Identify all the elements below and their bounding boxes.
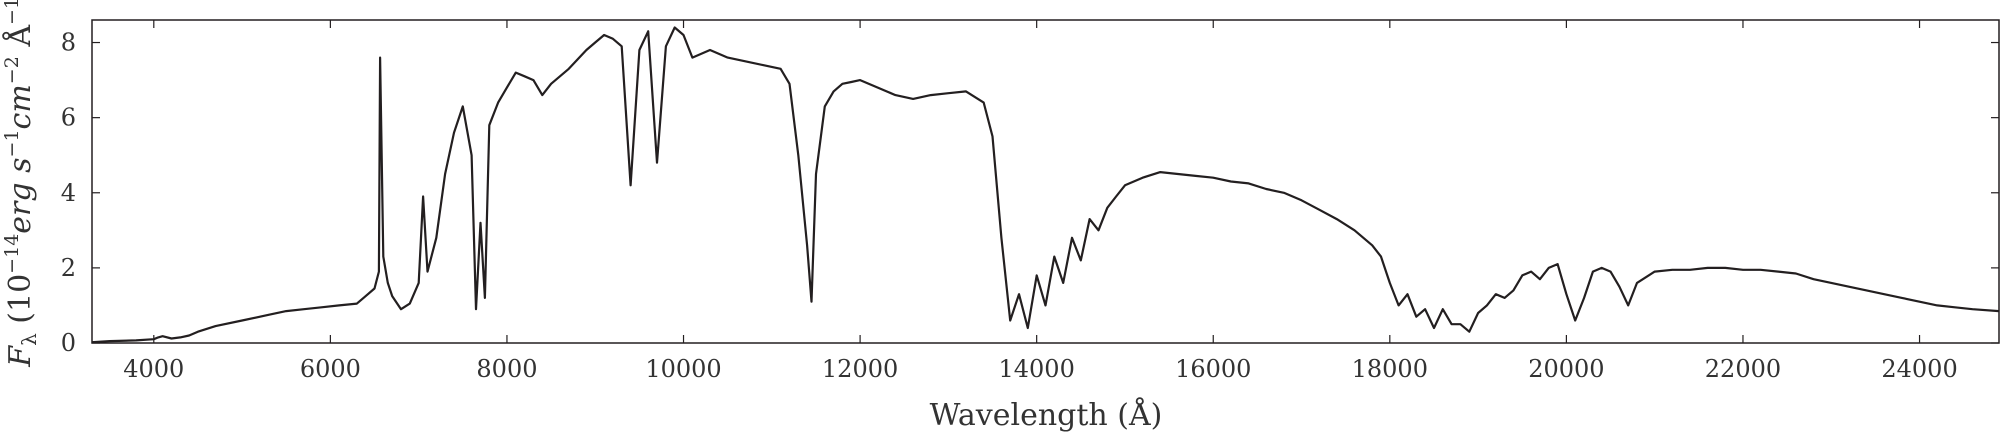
x-tick-label: 20000 [1528, 355, 1604, 383]
x-tick-label: 10000 [645, 355, 721, 383]
series-layer [91, 26, 2000, 344]
y-axis-ticks: 0 2 4 6 8 [61, 29, 1999, 357]
x-tick-label: 8000 [476, 355, 537, 383]
x-tick-label: 24000 [1881, 355, 1957, 383]
y-tick-label: 8 [61, 29, 76, 57]
x-axis-label: Wavelength (Å) [930, 397, 1163, 433]
y-axis-label: Fλ (10−14erg s−1cm−2 Å−1) [1, 0, 41, 368]
y-tick-label: 0 [61, 329, 76, 357]
x-tick-label: 4000 [123, 355, 184, 383]
x-tick-label: 14000 [998, 355, 1074, 383]
y-tick-label: 4 [61, 179, 76, 207]
x-tick-label: 18000 [1352, 355, 1428, 383]
y-tick-label: 6 [61, 104, 76, 132]
spectrum-line [91, 26, 2000, 344]
x-axis-ticks: 4000 6000 8000 10000 12000 14000 16000 18000 200… [123, 20, 1958, 383]
y-tick-label: 2 [61, 254, 76, 282]
x-tick-label: 12000 [822, 355, 898, 383]
x-tick-label: 6000 [300, 355, 361, 383]
x-tick-label: 22000 [1705, 355, 1781, 383]
x-tick-label: 16000 [1175, 355, 1251, 383]
plot-frame [91, 19, 2000, 344]
